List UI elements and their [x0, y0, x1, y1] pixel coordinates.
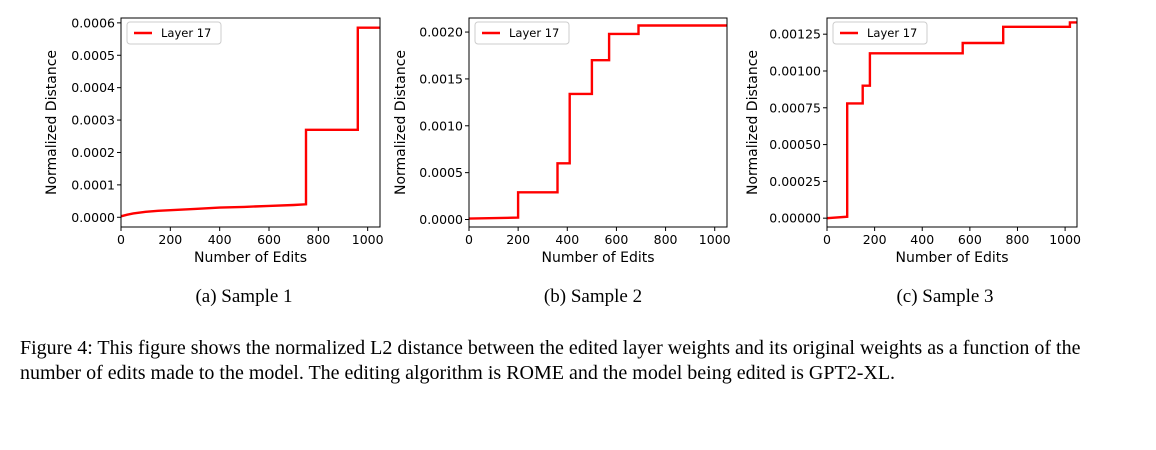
series-line-0 [120, 26, 380, 218]
legend: Layer 17 [832, 21, 928, 45]
plot-frame [468, 17, 728, 228]
plot-frame [120, 17, 381, 228]
y-tick-label: 0.0001 [71, 177, 115, 192]
y-tick-label: 0.0004 [71, 80, 115, 95]
x-axis-label: Number of Edits [194, 250, 307, 266]
x-tick-label: 1000 [352, 232, 384, 247]
x-tick-label: 600 [257, 232, 281, 247]
y-tick-label: 0.0002 [71, 145, 115, 160]
y-tick-label: 0.0010 [419, 118, 463, 133]
legend-label: Layer 17 [867, 26, 917, 40]
chart-sample-2: 0 200 400 600 800 1000 0.0000 0.0005 0.0010 0.001… [393, 17, 731, 266]
x-tick-label: 800 [654, 232, 678, 247]
legend-label: Layer 17 [161, 26, 211, 40]
y-tick-label: 0.00125 [769, 27, 821, 42]
x-tick-label: 400 [208, 232, 232, 247]
y-tick-label: 0.0005 [419, 165, 463, 180]
y-tick-label: 0.00000 [769, 211, 821, 226]
legend: Layer 17 [474, 21, 570, 45]
x-tick-label: 1000 [1049, 232, 1081, 247]
legend-box [126, 21, 222, 45]
x-tick-label: 400 [910, 232, 934, 247]
y-axis-label: Normalized Distance [745, 50, 761, 195]
y-tick-label: 0.00100 [769, 63, 821, 78]
y-tick-label: 0.0020 [419, 25, 463, 40]
figure-charts: 0 200 400 600 800 1000 0.0000 0.0001 0.0002 0.000… [44, 15, 1081, 307]
y-tick-label: 0.0005 [71, 48, 115, 63]
y-tick-label: 0.00025 [769, 174, 821, 189]
x-axis-label: Number of Edits [895, 250, 1008, 266]
x-tick-label: 200 [158, 232, 182, 247]
x-tick-label: 600 [958, 232, 982, 247]
x-tick-label: 400 [555, 232, 579, 247]
series-line-0 [826, 21, 1077, 220]
subcaption-c: (c) Sample 3 [896, 286, 994, 307]
legend-box [832, 21, 928, 45]
subcaption-a: (a) Sample 1 [195, 286, 293, 307]
legend-box [474, 21, 570, 45]
x-tick-label: 600 [604, 232, 628, 247]
y-axis-label: Normalized Distance [44, 50, 60, 195]
y-tick-label: 0.00075 [769, 100, 821, 115]
y-tick-label: 0.0000 [71, 210, 115, 225]
x-tick-label: 0 [823, 232, 831, 247]
series-line-0 [468, 24, 727, 220]
subcaption-b: (b) Sample 2 [543, 286, 643, 307]
legend: Layer 17 [126, 21, 222, 45]
x-tick-label: 0 [465, 232, 473, 247]
y-axis-label: Normalized Distance [393, 50, 409, 195]
x-tick-label: 200 [863, 232, 887, 247]
x-tick-label: 800 [1006, 232, 1030, 247]
y-tick-label: 0.0003 [71, 113, 115, 128]
x-tick-label: 0 [117, 232, 125, 247]
chart-sample-3: 0 200 400 600 800 1000 0.00000 0.00025 0.00050 0.… [745, 17, 1081, 266]
x-tick-label: 800 [306, 232, 330, 247]
x-tick-label: 200 [506, 232, 530, 247]
figure-caption: Figure 4: This figure shows the normaliz… [20, 337, 1081, 384]
legend-label: Layer 17 [509, 26, 559, 40]
y-tick-label: 0.0000 [419, 212, 463, 227]
y-tick-label: 0.00050 [769, 137, 821, 152]
y-tick-label: 0.0006 [71, 15, 115, 30]
chart-sample-1: 0 200 400 600 800 1000 0.0000 0.0001 0.0002 0.000… [44, 15, 384, 266]
y-tick-label: 0.0015 [419, 71, 463, 86]
x-axis-label: Number of Edits [541, 250, 654, 266]
x-tick-label: 1000 [699, 232, 731, 247]
plot-frame [826, 17, 1078, 228]
